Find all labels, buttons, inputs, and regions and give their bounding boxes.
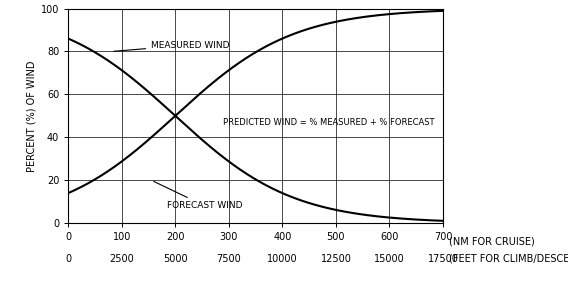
Text: 17500: 17500 — [428, 254, 458, 264]
Text: PREDICTED WIND = % MEASURED + % FORECAST: PREDICTED WIND = % MEASURED + % FORECAST — [223, 118, 435, 127]
Text: 15000: 15000 — [374, 254, 405, 264]
Y-axis label: PERCENT (%) OF WIND: PERCENT (%) OF WIND — [27, 60, 36, 172]
Text: (FEET FOR CLIMB/DESCENT): (FEET FOR CLIMB/DESCENT) — [449, 254, 568, 264]
Text: FORECAST WIND: FORECAST WIND — [154, 181, 243, 210]
Text: 5000: 5000 — [163, 254, 187, 264]
Text: 0: 0 — [65, 254, 71, 264]
Text: MEASURED WIND: MEASURED WIND — [114, 41, 229, 51]
Text: (NM FOR CRUISE): (NM FOR CRUISE) — [449, 237, 534, 247]
Text: 10000: 10000 — [267, 254, 298, 264]
Text: 7500: 7500 — [216, 254, 241, 264]
Text: 2500: 2500 — [109, 254, 134, 264]
Text: 12500: 12500 — [320, 254, 352, 264]
